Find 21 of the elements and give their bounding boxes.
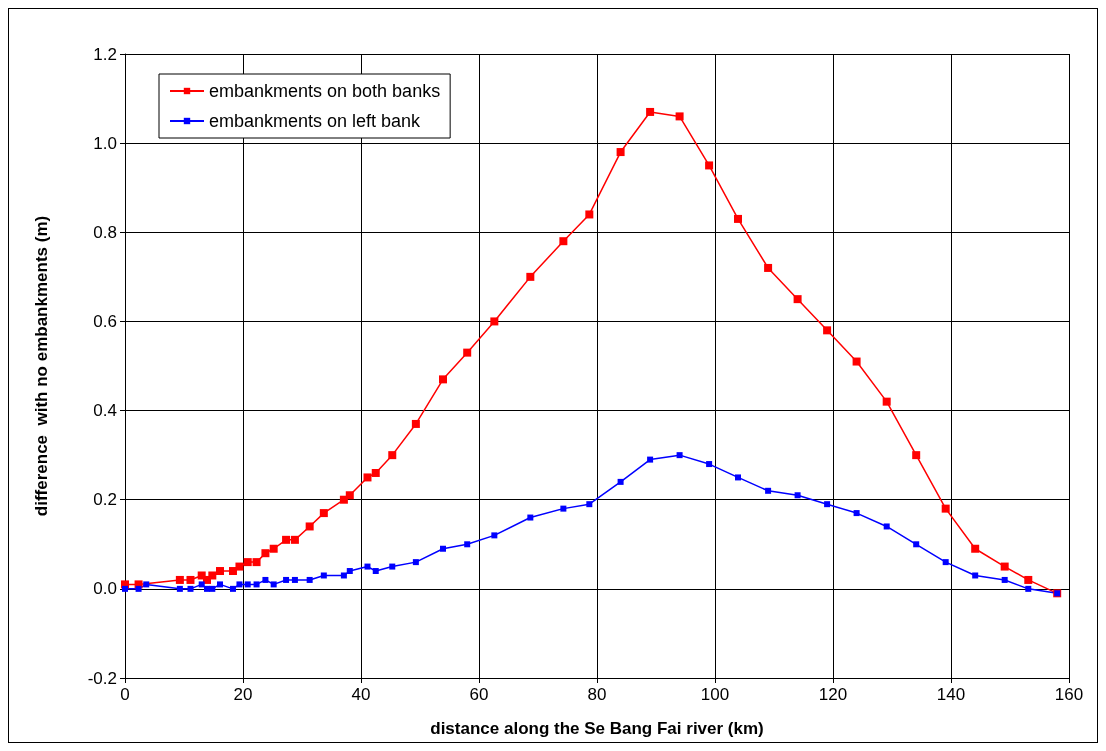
y-axis-title: difference with no embankments (m) [32,215,51,517]
x-axis-title: distance along the Se Bang Fai river (km) [430,719,764,738]
x-tick-label: 60 [469,685,489,704]
x-tick-label: 80 [587,685,607,704]
y-tick-label: 0.8 [93,222,117,242]
x-tick-label: 120 [818,685,848,704]
x-tick-label: 100 [700,685,730,704]
y-tick-label: 1.0 [93,133,117,153]
y-tick-label: -0.2 [87,668,117,688]
y-tick-label: 0.0 [93,579,117,599]
y-tick-label: 0.6 [93,311,117,331]
y-tick-label: 1.2 [93,44,117,64]
x-tick-label: 40 [351,685,371,704]
x-tick-label: 160 [1054,685,1084,704]
legend-label: embankments on left bank [209,111,422,131]
y-tick-label: 0.2 [93,490,117,510]
x-tick-label: 20 [233,685,253,704]
legend-label: embankments on both banks [209,81,441,101]
x-tick-label: 0 [120,685,130,704]
x-tick-label: 140 [936,685,966,704]
y-tick-label: 0.4 [93,401,117,421]
